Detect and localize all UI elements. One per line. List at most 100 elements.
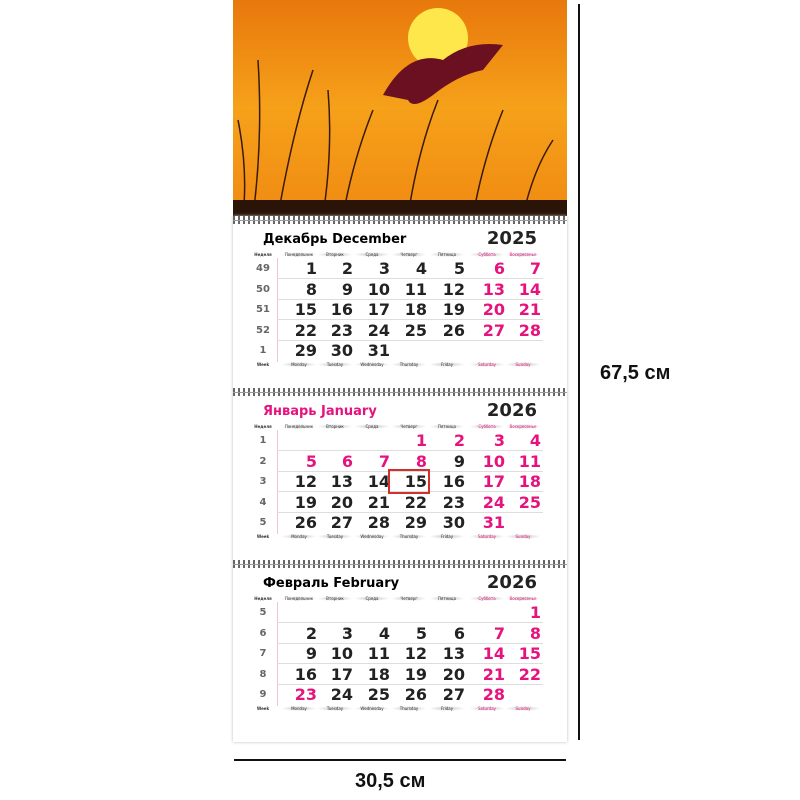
day-cell: 16 bbox=[442, 472, 465, 491]
week-divider bbox=[277, 430, 278, 534]
weekday-label: Четверг bbox=[391, 252, 427, 257]
weekday-label: Воскресенье bbox=[505, 252, 541, 257]
day-cell: 25 bbox=[404, 320, 427, 340]
day-cell: 24 bbox=[367, 320, 390, 340]
weekday-label-en: Thursday bbox=[391, 534, 427, 539]
highlighted-day: 15 bbox=[388, 469, 430, 494]
day-cell: 2 bbox=[305, 623, 317, 643]
weekday-label: Понедельник bbox=[281, 596, 317, 601]
row-divider bbox=[277, 319, 543, 320]
weekday-label-en: Saturday bbox=[469, 362, 505, 367]
calendar-sheet: Декабрь December 2025 Неделя Понедельник Вто… bbox=[233, 216, 567, 742]
week-number: 5 bbox=[259, 517, 267, 528]
day-cell: 1 bbox=[415, 431, 427, 450]
day-cell: 28 bbox=[367, 513, 390, 532]
width-label: 30,5 см bbox=[355, 770, 426, 792]
week-number: 50 bbox=[256, 283, 270, 295]
weekday-label: Воскресенье bbox=[505, 424, 541, 429]
day-cell: 5 bbox=[305, 451, 317, 471]
height-label: 67,5 см bbox=[600, 362, 671, 384]
row-divider bbox=[277, 683, 543, 685]
day-cell: 15 bbox=[294, 300, 317, 319]
day-cell: 10 bbox=[482, 451, 505, 471]
day-cell: 29 bbox=[404, 513, 427, 532]
weekday-label-en: Friday bbox=[429, 534, 465, 539]
day-cell: 8 bbox=[415, 451, 427, 471]
weekday-label-en: Thursday bbox=[391, 706, 427, 711]
weekday-label-en: Saturday bbox=[469, 706, 505, 711]
day-cell: 14 bbox=[518, 279, 541, 299]
day-cell: 22 bbox=[404, 492, 427, 512]
day-cell: 12 bbox=[404, 644, 427, 663]
day-cell: 8 bbox=[529, 623, 541, 643]
day-cell: 6 bbox=[453, 623, 465, 643]
day-cell: 3 bbox=[378, 259, 390, 278]
month-year: 2026 bbox=[486, 572, 537, 593]
row-divider bbox=[277, 511, 543, 513]
row-divider bbox=[277, 450, 543, 451]
weekday-label: Суббота bbox=[469, 252, 505, 257]
day-cell: 22 bbox=[294, 320, 317, 340]
day-cell: 25 bbox=[367, 685, 390, 704]
weekday-label-en: Wednesday bbox=[354, 706, 390, 711]
day-cell: 1 bbox=[529, 603, 541, 622]
day-cell: 18 bbox=[367, 664, 390, 684]
month-year: 2025 bbox=[486, 228, 537, 249]
week-footer: Week bbox=[256, 534, 270, 539]
day-cell: 26 bbox=[404, 685, 427, 704]
week-number: 5 bbox=[259, 607, 267, 618]
week-divider bbox=[277, 602, 278, 706]
height-dimension-arrow bbox=[578, 4, 580, 740]
day-cell: 19 bbox=[404, 664, 427, 684]
weekday-label: Воскресенье bbox=[505, 596, 541, 601]
week-header: Неделя bbox=[254, 596, 272, 601]
day-cell: 19 bbox=[294, 492, 317, 512]
weekday-label: Понедельник bbox=[281, 252, 317, 257]
day-cell: 20 bbox=[330, 492, 353, 512]
weekday-label-en: Wednesday bbox=[354, 534, 390, 539]
day-cell: 31 bbox=[482, 513, 505, 532]
week-number: 52 bbox=[256, 324, 270, 336]
day-cell: 21 bbox=[482, 664, 505, 684]
day-cell: 22 bbox=[518, 664, 541, 684]
day-cell: 20 bbox=[442, 664, 465, 684]
row-divider bbox=[277, 470, 543, 472]
day-cell: 17 bbox=[330, 664, 353, 684]
day-cell: 2 bbox=[341, 259, 353, 278]
day-cell: 21 bbox=[518, 300, 541, 319]
day-cell: 14 bbox=[482, 644, 505, 663]
day-cell: 9 bbox=[341, 279, 353, 299]
month-block: Февраль February 2026 Неделя Понедельник Вто… bbox=[233, 560, 567, 730]
weekday-label: Понедельник bbox=[281, 424, 317, 429]
binding-spiral bbox=[233, 388, 567, 396]
day-cell: 3 bbox=[341, 623, 353, 643]
row-divider bbox=[277, 278, 543, 279]
day-cell: 14 bbox=[367, 472, 390, 491]
day-cell: 11 bbox=[367, 644, 390, 663]
crane-sunset-photo bbox=[233, 0, 567, 216]
day-cell: 3 bbox=[493, 431, 505, 450]
day-cell: 5 bbox=[415, 623, 427, 643]
weekday-label-en: Friday bbox=[429, 362, 465, 367]
day-cell: 4 bbox=[415, 259, 427, 278]
day-cell: 7 bbox=[378, 451, 390, 471]
day-cell: 2 bbox=[453, 431, 465, 450]
day-cell: 27 bbox=[442, 685, 465, 704]
day-cell: 9 bbox=[305, 644, 317, 663]
row-divider bbox=[277, 339, 543, 341]
day-cell: 18 bbox=[518, 472, 541, 491]
day-cell: 6 bbox=[341, 451, 353, 471]
week-number: 4 bbox=[259, 496, 267, 508]
weekday-label: Вторник bbox=[317, 252, 353, 257]
day-cell: 23 bbox=[330, 320, 353, 340]
row-divider bbox=[277, 298, 543, 300]
weekday-label-en: Saturday bbox=[469, 534, 505, 539]
week-number: 49 bbox=[256, 263, 270, 274]
day-cell: 17 bbox=[482, 472, 505, 491]
day-cell: 7 bbox=[529, 259, 541, 278]
day-cell: 11 bbox=[518, 451, 541, 471]
week-number: 6 bbox=[259, 627, 267, 639]
day-cell: 23 bbox=[294, 685, 317, 704]
week-number: 9 bbox=[259, 689, 267, 700]
day-cell: 13 bbox=[442, 644, 465, 663]
